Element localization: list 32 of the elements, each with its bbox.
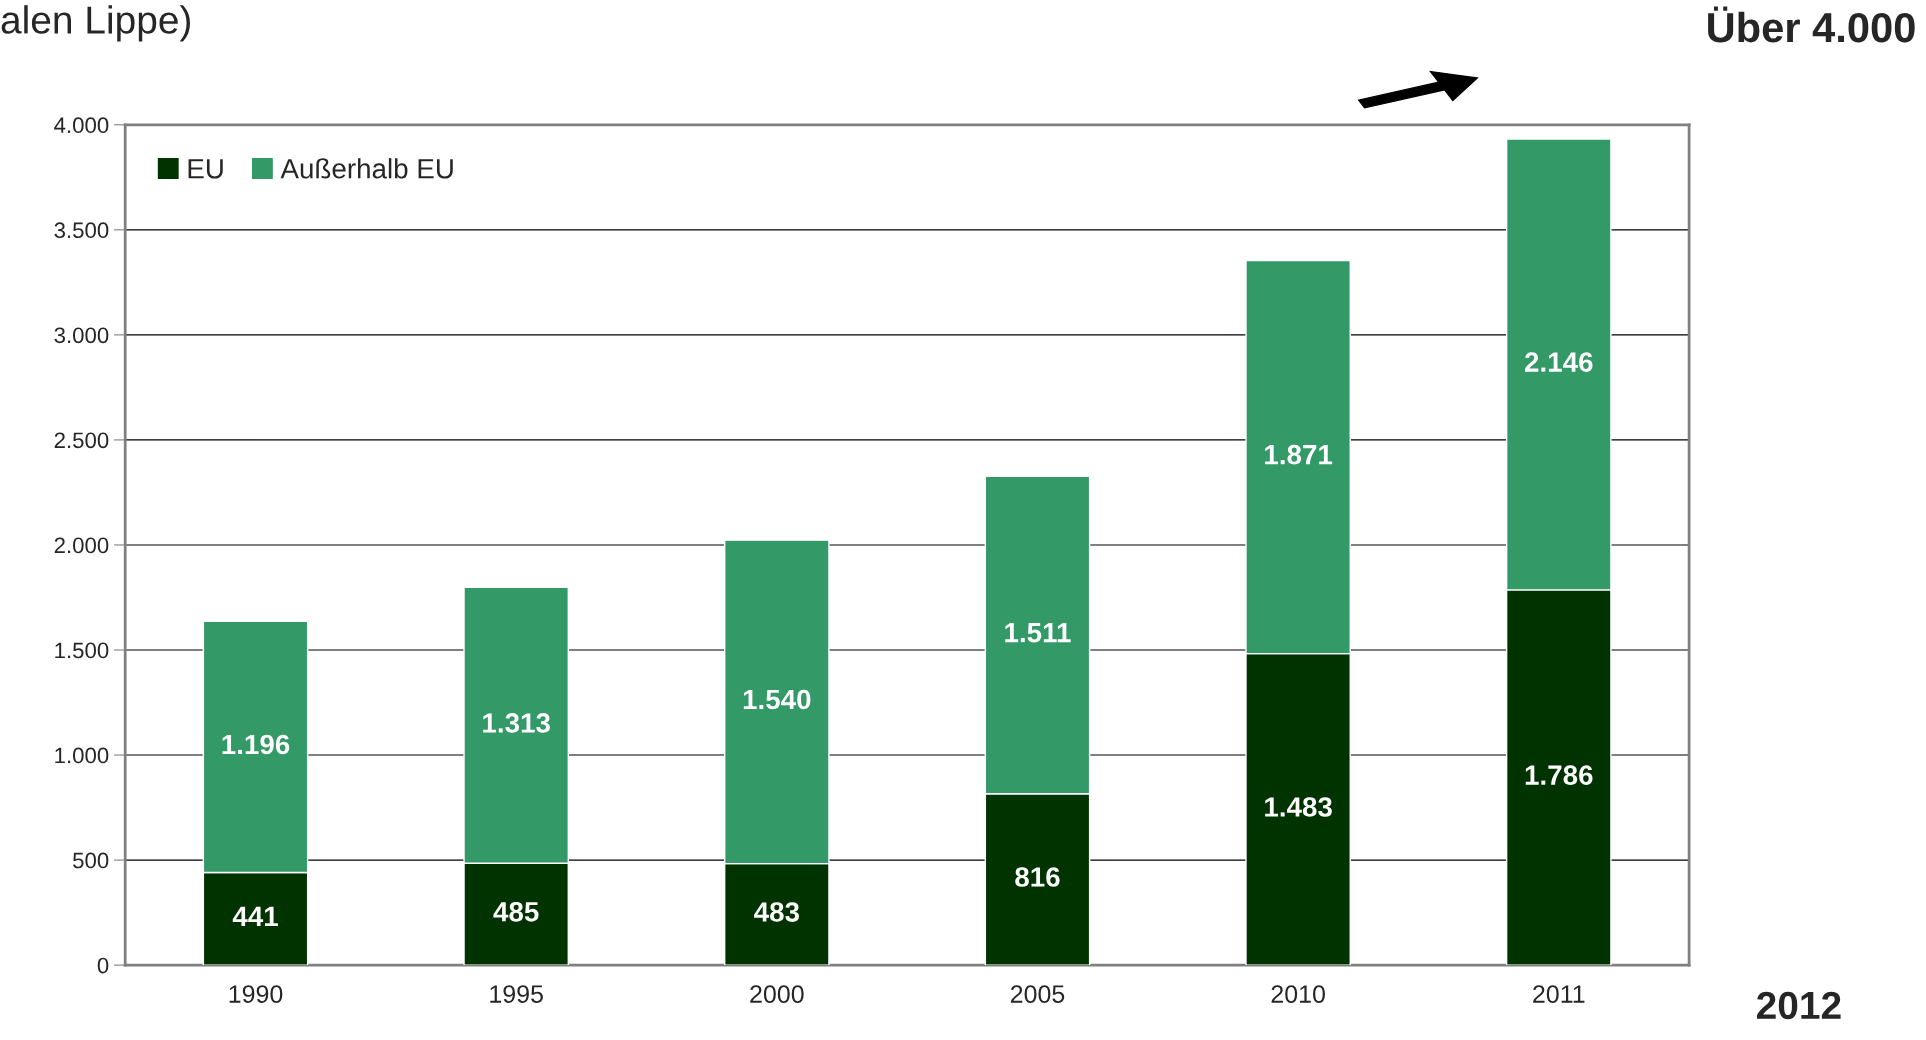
- x-tick-label: 2005: [1010, 985, 1065, 1003]
- data-label: 1.483: [1265, 797, 1332, 817]
- text: 2012: [1756, 991, 1841, 1020]
- y-tick-label: 2.000: [54, 537, 109, 554]
- data-label: 1.196: [222, 734, 290, 755]
- data-label: 1.871: [1265, 444, 1333, 465]
- y-tick-label: 1.000: [55, 747, 109, 764]
- data-label: 1.511: [1005, 623, 1071, 643]
- x-tick-label: 1995: [490, 985, 543, 1003]
- y-tick-label: 500: [73, 852, 109, 869]
- y-tick-label: 4.000: [54, 117, 109, 134]
- x-tick-label: 2011: [1533, 985, 1585, 1003]
- data-label: 441: [232, 906, 278, 926]
- data-label: 816: [1015, 867, 1060, 887]
- y-tick-label: 3.000: [54, 327, 109, 344]
- data-label: 1.540: [743, 689, 811, 710]
- y-tick-label: 0: [97, 957, 109, 974]
- data-label: 485: [493, 901, 539, 922]
- data-label: 1.313: [483, 713, 550, 733]
- data-label: 2.146: [1524, 352, 1593, 372]
- text: Über 4.000: [1708, 6, 1915, 43]
- legend-label: EU: [188, 159, 223, 179]
- x-tick-label: 1990: [229, 985, 283, 1003]
- legend-label: Außerhalb EU: [280, 158, 453, 179]
- y-tick-label: 2.500: [54, 432, 109, 449]
- data-label: 483: [754, 902, 799, 922]
- y-tick-label: 3.500: [54, 222, 109, 239]
- y-tick-label: 1.500: [55, 642, 109, 659]
- x-tick-label: 2010: [1271, 985, 1325, 1003]
- text: alen Lippe): [1, 5, 191, 42]
- x-tick-label: 2000: [750, 985, 804, 1003]
- data-label: 1.786: [1525, 765, 1593, 785]
